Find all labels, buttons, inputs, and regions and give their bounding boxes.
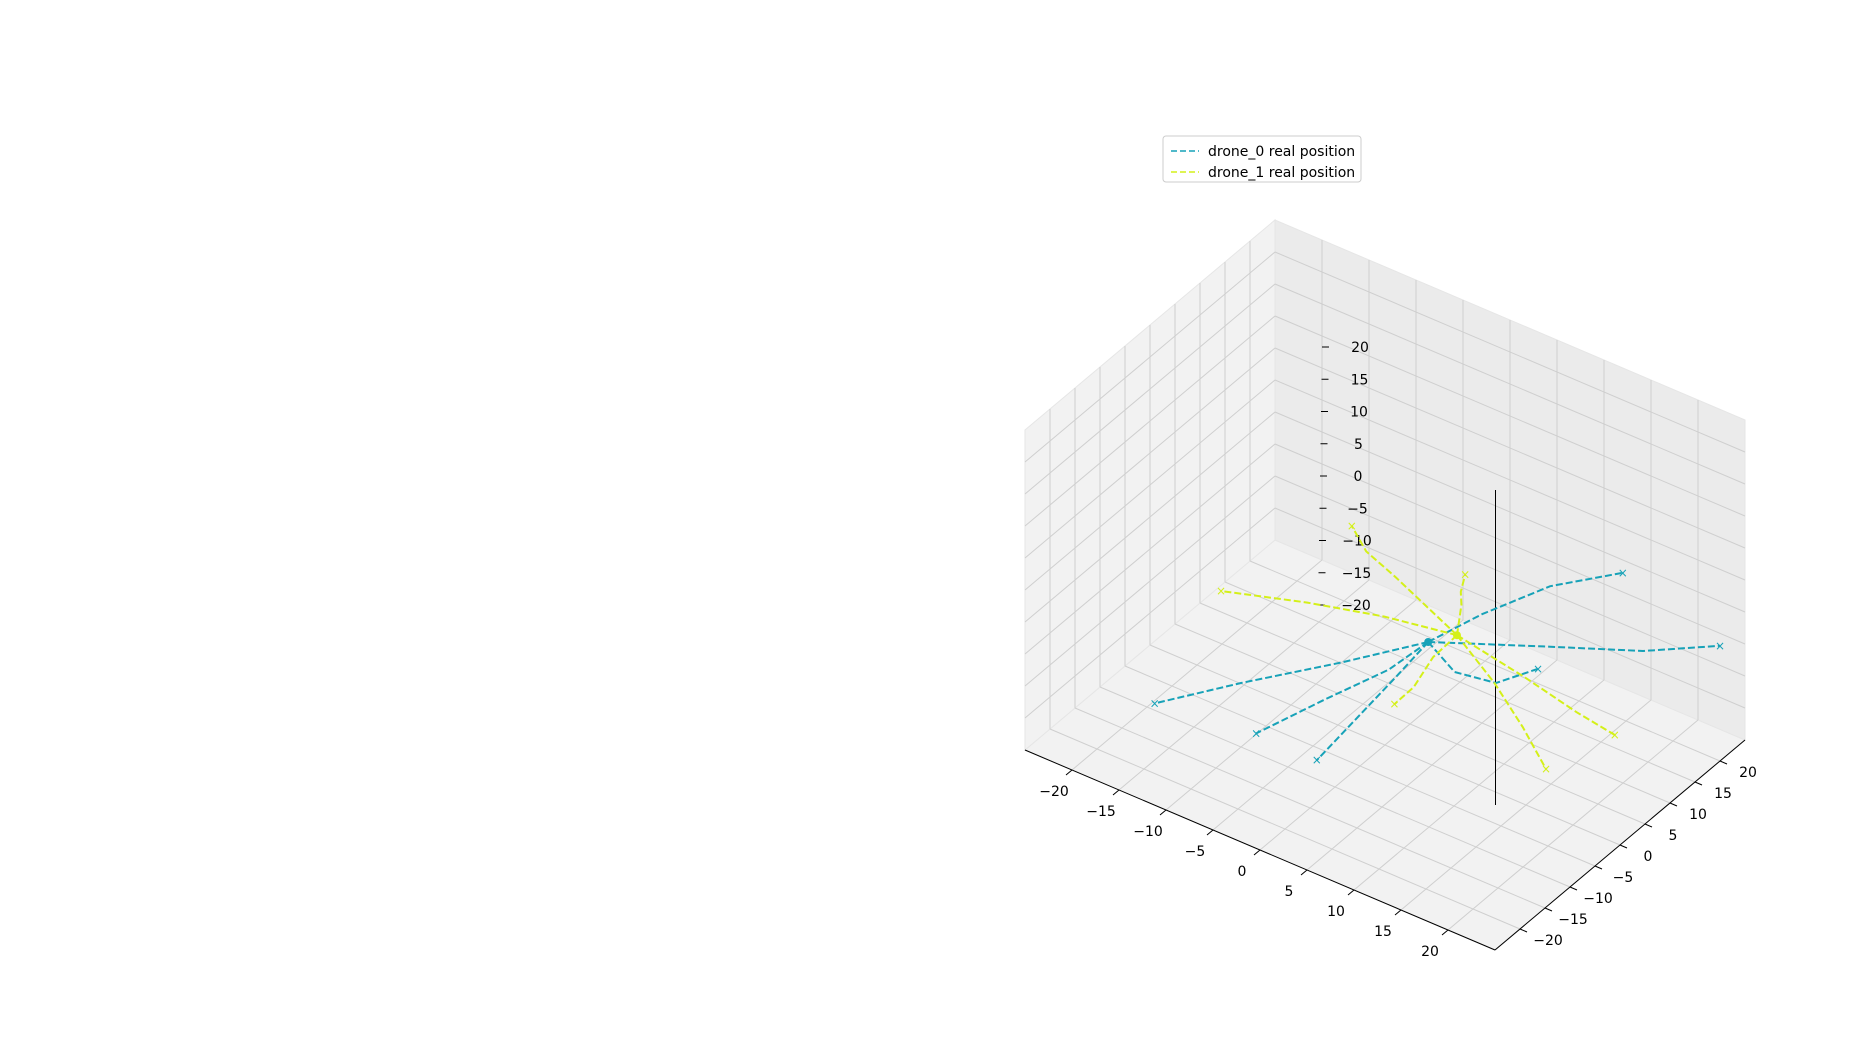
legend: drone_0 real position drone_1 real posit… (1163, 136, 1361, 182)
y-tick-label: −5 (1613, 870, 1634, 886)
y-tick-label: −10 (1583, 891, 1613, 907)
y-tick-mark (1620, 845, 1627, 848)
z-tick-label: −5 (1347, 501, 1368, 517)
x-tick-mark (1442, 930, 1448, 935)
series-0-end-marker: × (1251, 726, 1261, 740)
x-tick-mark (1113, 790, 1119, 795)
series-0-end-marker: × (1312, 753, 1322, 767)
z-tick-label: 20 (1351, 340, 1369, 356)
x-tick-label: −10 (1133, 824, 1163, 840)
y-tick-label: −15 (1558, 912, 1588, 928)
series-1-end-marker: × (1610, 728, 1620, 742)
y-tick-mark (1720, 761, 1727, 764)
y-tick-label: −20 (1533, 933, 1563, 949)
x-tick-mark (1395, 910, 1401, 915)
y-tick-mark (1670, 803, 1677, 806)
series-0-end-marker: × (1533, 662, 1543, 676)
z-tick-label: 0 (1354, 469, 1363, 485)
z-tick-label: 15 (1351, 372, 1369, 388)
x-tick-label: 0 (1238, 864, 1247, 880)
axis-panes (1025, 220, 1745, 950)
series-1-end-marker: × (1389, 697, 1399, 711)
x-tick-label: 10 (1327, 904, 1345, 920)
y-tick-mark (1595, 866, 1602, 869)
x-tick-label: 20 (1421, 944, 1439, 960)
series-0-end-marker: × (1150, 696, 1160, 710)
series-1-end-marker: × (1541, 762, 1551, 776)
y-tick-label: 20 (1739, 765, 1757, 781)
x-tick-label: 5 (1285, 884, 1294, 900)
series-1-end-marker: × (1347, 519, 1357, 533)
series-1-end-marker: × (1460, 567, 1470, 581)
z-tick-label: 5 (1354, 437, 1363, 453)
series-1-end-marker: × (1216, 584, 1226, 598)
x-tick-label: 15 (1374, 924, 1392, 940)
series-1-hub-point (1453, 631, 1461, 639)
x-tick-mark (1066, 770, 1072, 775)
y-tick-label: 5 (1669, 828, 1678, 844)
x-tick-mark (1301, 870, 1307, 875)
x-tick-mark (1160, 810, 1166, 815)
y-tick-label: 0 (1644, 849, 1653, 865)
x-tick-mark (1348, 890, 1354, 895)
x-tick-label: −15 (1086, 804, 1116, 820)
z-tick-label: −15 (1342, 566, 1372, 582)
series-0-end-marker: × (1618, 566, 1628, 580)
y-tick-label: 10 (1689, 807, 1707, 823)
y-tick-mark (1520, 929, 1527, 932)
x-tick-label: −5 (1185, 844, 1206, 860)
y-tick-mark (1570, 887, 1577, 890)
z-tick-label: 10 (1350, 405, 1368, 421)
series-0-hub-point (1424, 638, 1432, 646)
y-tick-mark (1695, 782, 1702, 785)
y-tick-label: 15 (1714, 786, 1732, 802)
series-0-end-marker: × (1715, 639, 1725, 653)
y-tick-mark (1545, 908, 1552, 911)
x-tick-mark (1207, 830, 1213, 835)
legend-label-series-0: drone_0 real position (1208, 144, 1355, 160)
x-tick-mark (1254, 850, 1260, 855)
x-tick-label: −20 (1039, 784, 1069, 800)
y-tick-mark (1645, 824, 1652, 827)
legend-label-series-1: drone_1 real position (1208, 165, 1355, 181)
